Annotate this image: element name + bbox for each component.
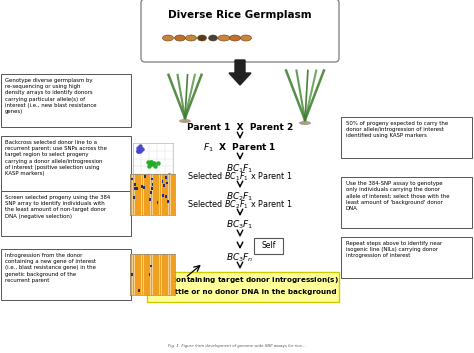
Bar xyxy=(143,186,145,189)
Ellipse shape xyxy=(198,35,207,41)
Point xyxy=(151,160,158,166)
Point xyxy=(165,172,173,178)
Bar xyxy=(151,187,153,190)
Bar xyxy=(151,187,153,190)
Text: 50% of progeny expected to carry the
donor allele/introgression of interest
iden: 50% of progeny expected to carry the don… xyxy=(346,121,448,138)
Text: Selected $BC_2F_1$ x Parent 1: Selected $BC_2F_1$ x Parent 1 xyxy=(187,199,292,211)
FancyBboxPatch shape xyxy=(0,73,131,126)
Point xyxy=(148,161,156,167)
Point xyxy=(162,173,170,179)
Ellipse shape xyxy=(179,119,191,123)
Point xyxy=(137,148,144,154)
Text: $BC_3F_n$ containing target donor introgression(s): $BC_3F_n$ containing target donor introg… xyxy=(147,276,338,286)
FancyBboxPatch shape xyxy=(141,0,339,62)
FancyBboxPatch shape xyxy=(147,272,339,302)
Point xyxy=(161,173,169,179)
FancyBboxPatch shape xyxy=(341,237,473,277)
Bar xyxy=(148,273,150,276)
Text: Genotype diverse germplasm by
re-sequencing or using high
density arrays to iden: Genotype diverse germplasm by re-sequenc… xyxy=(5,78,97,114)
FancyBboxPatch shape xyxy=(341,116,473,157)
Bar xyxy=(165,195,167,197)
Bar xyxy=(141,185,143,187)
Bar xyxy=(151,178,153,180)
Text: Backcross selected donor line to a
recurrent parent; use SNPs across the
target : Backcross selected donor line to a recur… xyxy=(5,140,107,176)
FancyBboxPatch shape xyxy=(0,191,131,235)
Bar xyxy=(134,183,136,186)
Ellipse shape xyxy=(163,35,173,41)
Text: $F_1$  X  Parent 1: $F_1$ X Parent 1 xyxy=(203,142,277,154)
Point xyxy=(161,173,168,179)
Text: Introgression from the donor
containing a new gene of interest
(i.e., blast resi: Introgression from the donor containing … xyxy=(5,253,96,283)
Point xyxy=(167,177,174,183)
Text: $BC_3F_n$: $BC_3F_n$ xyxy=(226,252,254,264)
Text: Repeat steps above to identify near
isogenic line (NILs) carrying donor
introgre: Repeat steps above to identify near isog… xyxy=(346,241,442,258)
Text: Fig. 1  Figure from development of genome wide SNP assays for rice...: Fig. 1 Figure from development of genome… xyxy=(168,344,306,348)
Bar xyxy=(167,200,169,203)
Ellipse shape xyxy=(174,35,185,41)
Point xyxy=(154,161,162,166)
Text: Diverse Rice Germplasm: Diverse Rice Germplasm xyxy=(168,10,312,20)
Text: Self: Self xyxy=(262,240,276,250)
Text: Use the 384-SNP assay to genotype
only individuals carrying the donor
allele of : Use the 384-SNP assay to genotype only i… xyxy=(346,181,449,211)
FancyBboxPatch shape xyxy=(255,238,283,253)
Bar xyxy=(131,178,133,180)
Text: $BC_3F_1$: $BC_3F_1$ xyxy=(226,219,254,231)
Bar xyxy=(150,264,152,267)
Bar xyxy=(166,181,168,184)
Bar xyxy=(131,273,133,276)
Point xyxy=(146,161,154,167)
Bar xyxy=(162,194,164,197)
Ellipse shape xyxy=(209,35,218,41)
Point xyxy=(145,164,153,169)
Ellipse shape xyxy=(229,35,240,41)
Bar xyxy=(134,187,136,190)
Bar xyxy=(156,201,158,204)
Bar xyxy=(164,184,165,187)
Point xyxy=(135,148,142,154)
Bar xyxy=(136,187,138,190)
Point xyxy=(136,144,144,149)
FancyBboxPatch shape xyxy=(0,136,131,191)
Text: Screen selected progeny using the 384
SNP array to identify individuals with
the: Screen selected progeny using the 384 SN… xyxy=(5,195,110,219)
Point xyxy=(135,148,142,154)
Bar xyxy=(133,196,135,198)
FancyBboxPatch shape xyxy=(341,176,473,227)
Text: Parent 1  X  Parent 2: Parent 1 X Parent 2 xyxy=(187,122,293,132)
Bar xyxy=(138,289,140,292)
Bar xyxy=(162,180,164,183)
Ellipse shape xyxy=(185,35,197,41)
Ellipse shape xyxy=(240,35,252,41)
Point xyxy=(135,145,142,151)
Bar xyxy=(152,184,154,186)
Point xyxy=(139,146,146,152)
Bar xyxy=(150,191,152,194)
FancyArrow shape xyxy=(229,60,251,85)
Bar xyxy=(165,176,167,179)
Bar xyxy=(144,175,146,178)
Point xyxy=(163,176,171,181)
Text: $BC_1F_1$: $BC_1F_1$ xyxy=(226,163,254,175)
Point xyxy=(151,163,158,168)
Text: $BC_2F_1$: $BC_2F_1$ xyxy=(226,191,254,203)
Bar xyxy=(149,198,151,201)
Ellipse shape xyxy=(299,121,311,125)
Text: with little or no donor DNA in the background: with little or no donor DNA in the backg… xyxy=(149,289,337,295)
Text: Selected $BC_1F_1$ x Parent 1: Selected $BC_1F_1$ x Parent 1 xyxy=(187,171,292,183)
FancyBboxPatch shape xyxy=(0,249,131,299)
Point xyxy=(147,160,155,165)
Ellipse shape xyxy=(218,35,230,41)
Point xyxy=(147,159,155,164)
Point xyxy=(145,160,152,165)
